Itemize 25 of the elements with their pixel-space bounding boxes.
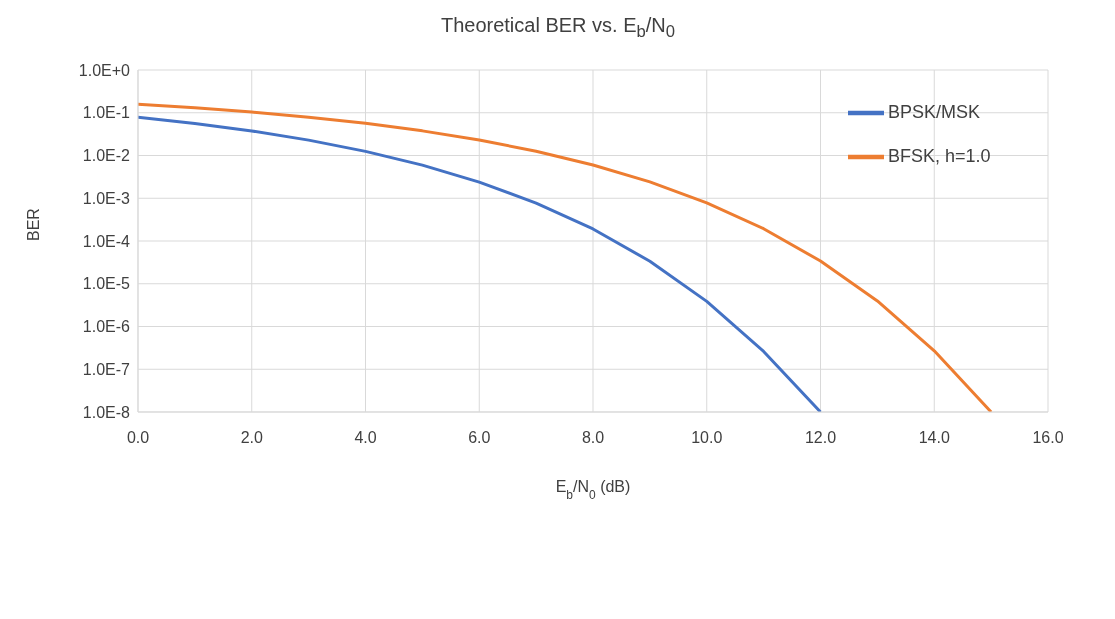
y-tick-label: 1.0E-6 bbox=[82, 318, 131, 336]
y-tick-label: 1.0E-8 bbox=[82, 403, 131, 421]
y-tick-label: 1.0E+0 bbox=[78, 61, 131, 79]
chart-title: Theoretical BER vs. E$_{b}$/N$_{0}$ bbox=[439, 14, 677, 43]
x-tick-label: 2.0 bbox=[240, 429, 263, 447]
line-series bbox=[138, 115, 822, 412]
legend-label: BPSK/MSK bbox=[888, 102, 981, 122]
y-tick-label: 1.0E-1 bbox=[82, 104, 131, 122]
x-tick-label: 6.0 bbox=[468, 429, 491, 447]
legend-label: BFSK, h=1.0 bbox=[888, 146, 991, 166]
y-tick-label: 1.0E-4 bbox=[82, 232, 131, 250]
x-tick-label: 8.0 bbox=[581, 429, 605, 447]
y-tick-label: 1.0E-2 bbox=[82, 147, 131, 165]
y-tick-label: 1.0E-7 bbox=[82, 360, 131, 378]
y-tick-label: 1.0E-5 bbox=[82, 275, 131, 293]
x-tick-label: 16.0 bbox=[1032, 429, 1064, 447]
x-tick-label: 10.0 bbox=[691, 429, 723, 447]
line-series bbox=[138, 102, 993, 412]
y-axis-title: BER bbox=[24, 208, 42, 241]
y-tick-label: 1.0E-3 bbox=[82, 189, 131, 207]
x-tick-label: 0.0 bbox=[126, 429, 150, 447]
x-axis-title: E$_{b}$/N$_{0}$ (dB) bbox=[555, 478, 631, 502]
x-tick-label: 14.0 bbox=[918, 429, 950, 447]
x-tick-label: 4.0 bbox=[354, 429, 377, 447]
x-tick-label: 12.0 bbox=[804, 429, 837, 447]
